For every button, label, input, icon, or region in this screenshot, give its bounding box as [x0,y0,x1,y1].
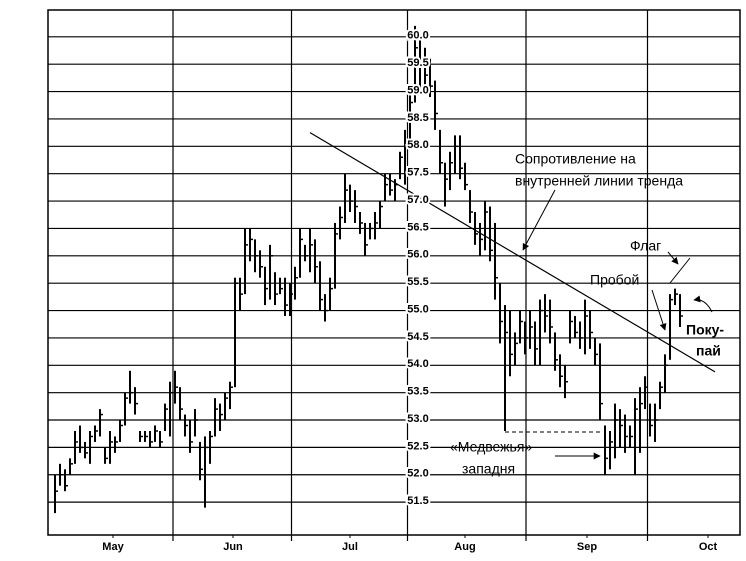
x-tick-label: Sep [577,541,597,553]
grid [48,10,740,541]
y-tick-label: 53.0 [407,413,428,425]
flag-line [669,257,691,284]
y-tick-label: 57.5 [407,167,428,179]
x-tick-label: Jun [223,541,243,553]
annotation: внутренней линии тренда [515,173,683,189]
y-tick-label: 58.0 [407,139,428,151]
labels: 60.0 59.5 59.0 58.5 58.0 57.5 57.0 56.5 56.0 55.5… [102,28,718,553]
x-tick-label: May [102,541,124,553]
y-tick-label: 51.5 [407,495,428,507]
annotation: Флаг [630,238,661,254]
annotation: западня [462,461,515,477]
y-tick-label: 56.0 [407,249,428,261]
y-tick-label: 52.5 [407,440,428,452]
annotation: Поку- [686,322,724,338]
annotation: «Медвежья» [450,439,532,455]
y-tick-label: 54.5 [407,331,428,343]
arrow [693,295,713,313]
plot-frame [47,9,741,536]
y-tick-label: 54.0 [407,358,428,370]
y-tick-label: 53.5 [407,386,428,398]
y-tick-label: 57.0 [407,194,428,206]
y-tick-label: 55.5 [407,276,428,288]
bars [54,25,716,514]
y-tick-label: 56.5 [407,221,428,233]
y-tick-label: 52.0 [407,468,428,480]
annotation: пай [696,343,721,359]
arrow [522,189,556,251]
trendline [309,132,716,373]
x-tick-label: Oct [699,541,718,553]
y-tick-label: 59.5 [407,57,428,69]
arrow [667,251,679,265]
x-tick-label: Aug [454,541,475,553]
annotation: Сопротивление на [515,151,636,167]
y-tick-label: 58.5 [407,112,428,124]
x-tick-label: Jul [342,541,358,553]
y-tick-label: 60.0 [407,30,428,42]
annotation: Пробой [590,272,639,288]
y-tick-label: 55.0 [407,303,428,315]
arrow [651,289,667,331]
y-tick-label: 59.0 [407,84,428,96]
